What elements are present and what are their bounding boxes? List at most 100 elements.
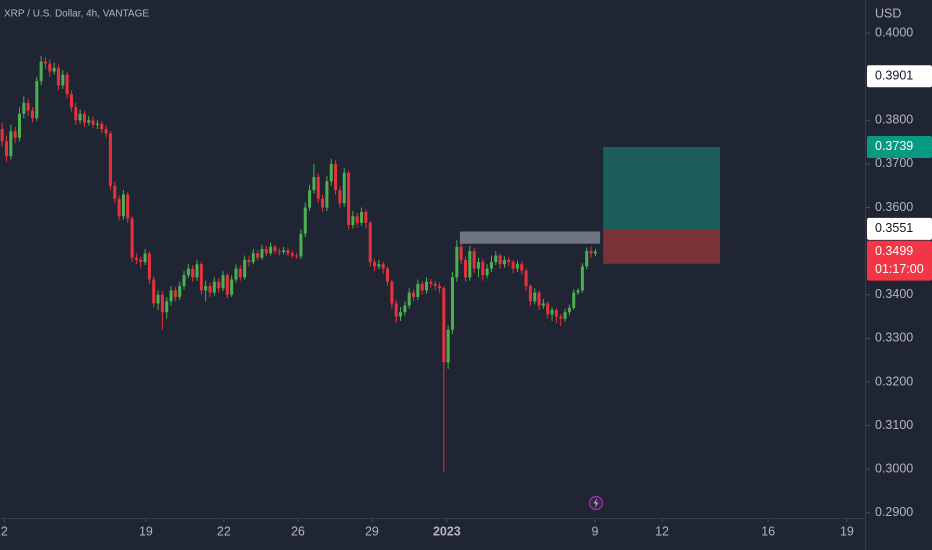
price-tag-label: 0.3499 [875, 244, 913, 258]
candle-body [273, 246, 277, 252]
chart-title: XRP / U.S. Dollar, 4h, VANTAGE [4, 9, 149, 20]
x-tick-label: 26 [291, 524, 305, 538]
candle-body [130, 218, 134, 258]
candle-body [26, 102, 30, 111]
price-tag [867, 217, 932, 240]
candle-body [329, 163, 333, 182]
candle-body [325, 181, 329, 208]
candle-body [269, 246, 273, 254]
candle-body [173, 290, 177, 297]
candle-body [377, 264, 381, 267]
x-tick-label: 29 [365, 524, 379, 538]
candle-body [147, 253, 151, 280]
candle-body [520, 264, 524, 271]
candle-body [82, 113, 86, 123]
candle-body [243, 259, 247, 278]
plot-area [0, 55, 721, 472]
candle-body [347, 172, 351, 225]
y-axis-label: USD [875, 6, 901, 20]
candle-body [230, 279, 234, 295]
candle-body [234, 268, 238, 280]
x-tick-label: 12 [655, 524, 669, 538]
candle-body [121, 194, 125, 217]
candle-body [316, 177, 320, 199]
candle-body [95, 123, 99, 125]
candle-body [450, 277, 455, 330]
candle-body [407, 292, 411, 306]
candle-body [351, 216, 355, 225]
candle-body [100, 123, 104, 130]
price-tag [867, 65, 932, 88]
candle-body [533, 292, 537, 302]
candle-body [416, 283, 420, 297]
candle-body [56, 68, 60, 86]
candle-body [35, 81, 39, 119]
candle-body [342, 172, 346, 204]
x-tick-label: 22 [217, 524, 231, 538]
candle-body [524, 270, 528, 287]
candle-body [251, 253, 255, 263]
candle-body [277, 251, 281, 253]
candle-body [576, 290, 580, 293]
y-tick-label: 0.2900 [875, 505, 913, 519]
candle-body [260, 248, 264, 258]
candle-body [143, 253, 147, 263]
candle-body [48, 63, 52, 72]
candle-body [9, 131, 13, 157]
x-tick-label: 16 [761, 524, 775, 538]
candle-body [152, 279, 156, 304]
candle-body [446, 329, 450, 363]
x-tick-label: 9 [591, 524, 598, 538]
price-tag-label: 0.3901 [875, 69, 913, 83]
candle-body [39, 61, 43, 82]
candle-body [355, 216, 359, 223]
candle-body [546, 303, 550, 315]
candle-body [511, 262, 515, 269]
candle-body [528, 286, 532, 302]
candle-body [360, 211, 364, 223]
candle-body [399, 312, 403, 317]
candle-body [580, 266, 584, 291]
y-tick-label: 0.4000 [875, 25, 913, 39]
candle-body [65, 74, 69, 95]
y-tick-label: 0.3700 [875, 156, 913, 170]
candle-body [411, 292, 416, 297]
price-tag [867, 135, 932, 158]
candle-body [502, 259, 506, 265]
candle-body [507, 259, 511, 263]
candle-body [498, 255, 502, 265]
candle-body [4, 141, 9, 157]
candle-body [256, 253, 260, 258]
candle-body [30, 110, 34, 119]
candle-body [455, 246, 459, 278]
x-tick-label: 19 [139, 524, 153, 538]
candle-body [390, 281, 394, 304]
candle-body [437, 286, 442, 289]
price-tag-label: 0.3551 [875, 221, 913, 235]
candle-body [204, 286, 208, 291]
candle-body [420, 283, 424, 291]
candle-body [373, 262, 377, 267]
candle-body [321, 198, 325, 208]
candle-body [178, 286, 182, 297]
candle-body [463, 259, 467, 278]
candle-body [563, 312, 567, 319]
x-tick-label: 2 [1, 524, 8, 538]
candle-body [195, 264, 199, 278]
candle-body [381, 264, 385, 269]
position-profit [603, 146, 721, 229]
candle-body [221, 275, 225, 289]
event-icon [588, 495, 604, 511]
candle-body [22, 102, 26, 114]
candle-body [537, 292, 541, 306]
position-loss [603, 228, 721, 264]
candle-body [572, 292, 576, 308]
candle-body [308, 190, 312, 208]
x-tick-label: 2023 [433, 524, 461, 538]
candle-body [108, 133, 112, 186]
price-countdown: 01:17:00 [875, 262, 924, 276]
candle-body [334, 163, 338, 191]
candle-body [165, 301, 169, 313]
candle-body [69, 94, 73, 108]
candle-body [186, 268, 190, 276]
